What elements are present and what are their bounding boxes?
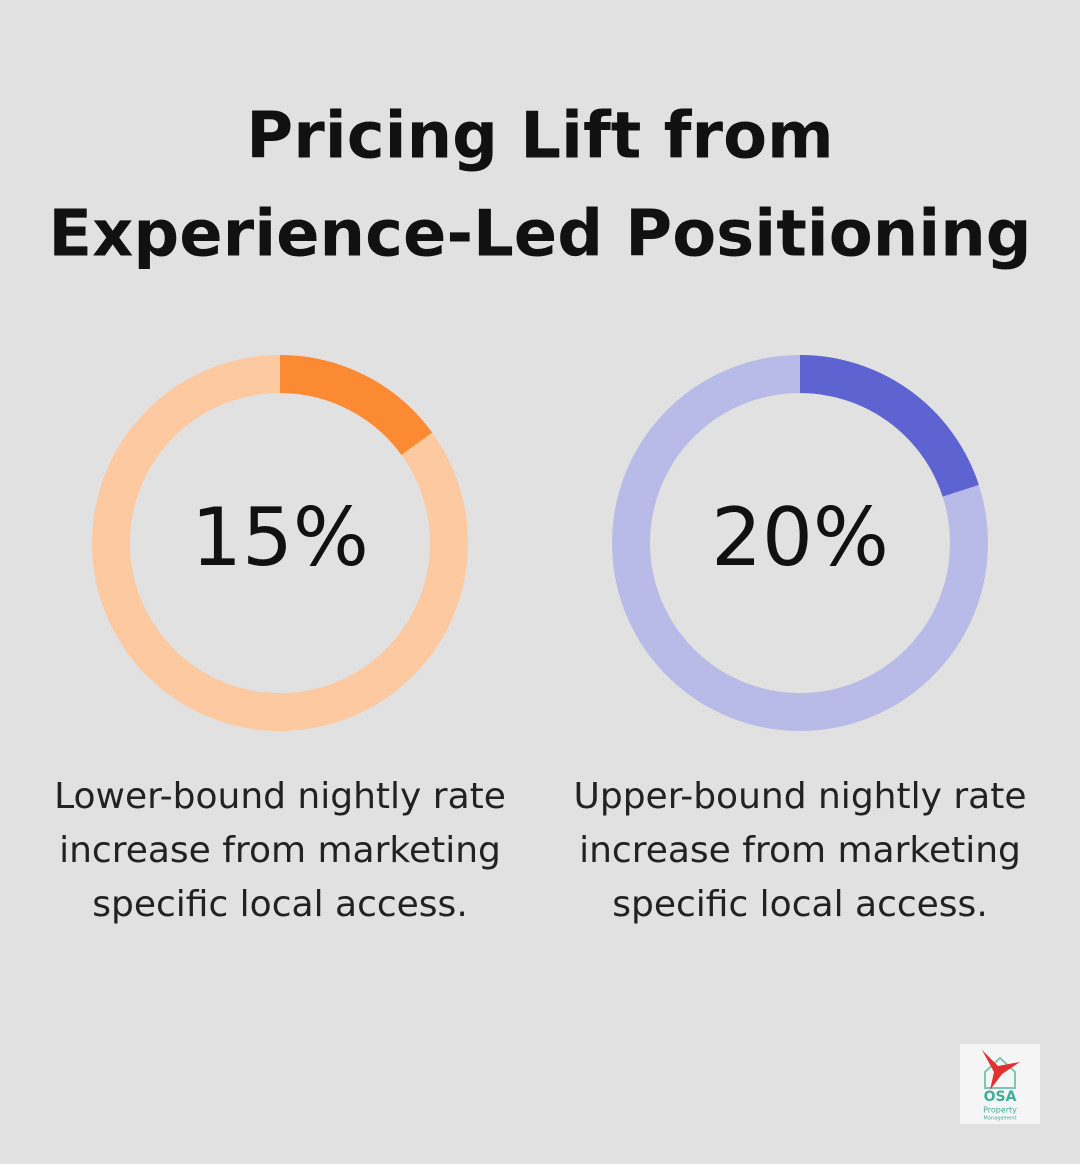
logo-house — [984, 1056, 1016, 1089]
donut-segment — [279, 355, 433, 456]
logo-text: Management — [984, 1116, 1017, 1122]
donut-segment — [799, 355, 979, 498]
caption-line: Upper-bound nightly rate — [574, 776, 1027, 817]
caption-line: Lower-bound nightly rate — [54, 776, 506, 817]
logo: OSA Property Management — [960, 1044, 1040, 1124]
logo-name: OSA — [984, 1089, 1017, 1105]
value-label: 15% — [191, 491, 369, 584]
caption-line: specific local access. — [612, 884, 988, 925]
title-line: Pricing Lift from — [246, 100, 833, 174]
logo-text: Property — [983, 1106, 1017, 1115]
value-label: 20% — [711, 491, 889, 584]
caption-line: increase from marketing — [59, 830, 501, 871]
logo-bird — [982, 1050, 1020, 1090]
title-line: Experience-Led Positioning — [48, 198, 1031, 272]
caption-line: increase from marketing — [579, 830, 1021, 871]
caption-line: specific local access. — [92, 884, 468, 925]
